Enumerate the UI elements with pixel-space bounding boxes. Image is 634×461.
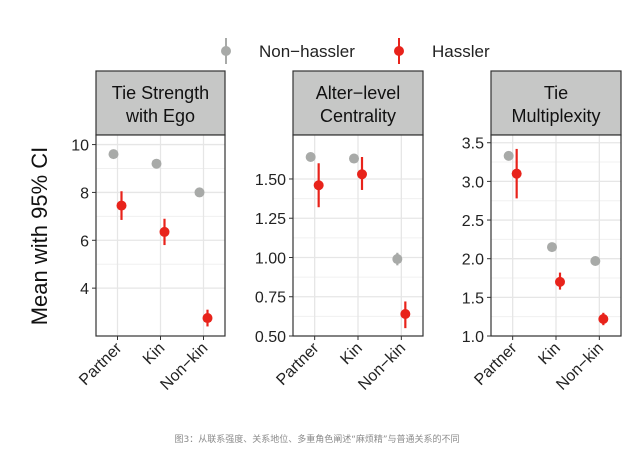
nonhassler-point-non-kin	[194, 187, 205, 198]
y-tick-label: 3.0	[462, 174, 484, 191]
x-tick-label-kin: Kin	[140, 340, 168, 368]
y-tick-label: 0.75	[255, 290, 286, 307]
x-tick-label-kin: Kin	[337, 340, 365, 368]
x-tick-label-partner: Partner	[471, 339, 521, 389]
hassler-point-non-kin	[598, 313, 609, 324]
x-tick-label-kin: Kin	[535, 340, 563, 368]
hassler-point-partner	[511, 168, 522, 179]
hassler-point-kin	[555, 276, 565, 287]
panel-tie-strength: Tie Strength with Ego 4 6 8 10 Partner KinNon−k…	[71, 70, 226, 394]
nonhassler-point-partner	[305, 151, 316, 162]
y-tick-label: 2.0	[462, 252, 484, 269]
y-tick-label: 6	[80, 233, 89, 250]
legend-hassler-label: Hassler	[432, 42, 490, 61]
legend: Non−hassler Hassler	[221, 38, 490, 64]
panel-alter-centrality: Alter−level Centrality 0.50 0.75 1.00 1.25 1.5…	[255, 70, 424, 394]
y-tick-label: 3.5	[462, 136, 484, 153]
panel-strip	[95, 70, 226, 136]
nonhassler-point-partner	[503, 150, 514, 161]
legend-hassler-point	[394, 46, 404, 56]
y-tick-label: 0.50	[255, 329, 286, 346]
y-tick-label: 1.00	[255, 250, 286, 267]
panel-title-line: Alter−level	[316, 83, 401, 103]
nonhassler-point-non-kin	[392, 254, 403, 265]
panel-tie-multiplexity: Tie Multiplexity 1.0 1.5 2.0 2.5 3.0 3.5 Partner…	[462, 70, 622, 394]
nonhassler-point-partner	[108, 149, 119, 160]
y-tick-label: 2.5	[462, 213, 484, 230]
panel-title-line: Centrality	[320, 106, 396, 126]
nonhassler-point-kin	[349, 153, 359, 164]
hassler-point-partner	[313, 180, 324, 191]
x-tick-label-partner: Partner	[76, 339, 126, 389]
y-tick-label: 1.25	[255, 211, 286, 228]
panel-title-line: with Ego	[125, 106, 195, 126]
nonhassler-point-kin	[151, 158, 162, 169]
hassler-point-kin	[159, 226, 170, 237]
y-tick-label: 8	[80, 185, 89, 202]
y-tick-label: 10	[71, 138, 89, 155]
y-tick-label: 4	[80, 281, 89, 298]
x-tick-label-non-kin: Non−kin	[355, 340, 409, 394]
y-tick-label: 1.50	[255, 172, 286, 189]
hassler-point-non-kin	[400, 309, 411, 320]
hassler-point-non-kin	[202, 313, 213, 324]
x-tick-label-partner: Partner	[273, 339, 323, 389]
panel-title-line: Tie	[544, 83, 568, 103]
x-tick-label-non-kin: Non−kin	[157, 340, 211, 394]
hassler-point-kin	[357, 169, 367, 180]
nonhassler-point-kin	[547, 242, 557, 253]
y-tick-label: 1.5	[462, 290, 484, 307]
y-tick-label: 1.0	[462, 329, 484, 346]
legend-nonhassler-point	[221, 46, 231, 56]
x-tick-label-non-kin: Non−kin	[553, 340, 607, 394]
figure-caption: 图3：从联系强度、关系地位、多重角色阐述“麻烦精”与普通关系的不同	[174, 435, 460, 445]
hassler-point-partner	[116, 200, 127, 211]
y-axis-label: Mean with 95% CI	[27, 147, 52, 326]
panel-title-line: Multiplexity	[511, 106, 600, 126]
nonhassler-point-non-kin	[590, 256, 601, 267]
legend-nonhassler-label: Non−hassler	[259, 42, 355, 61]
panel-title-line: Tie Strength	[112, 83, 209, 103]
